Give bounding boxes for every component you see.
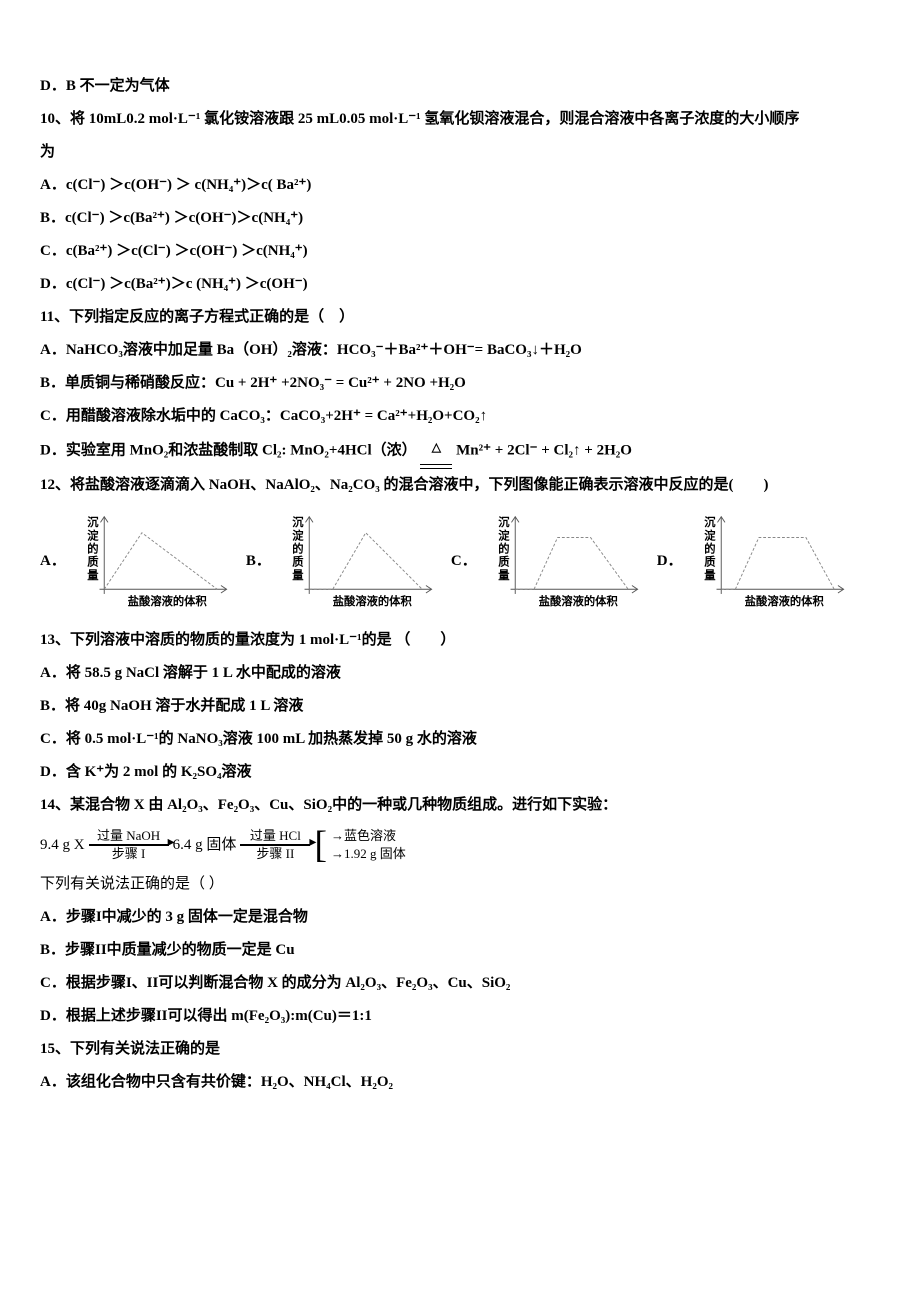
svg-text:质: 质: [704, 555, 715, 569]
q11-d-pre: D．实验室用 MnO₂和浓盐酸制取 Cl₂: MnO₂+4HCl（浓）: [40, 442, 417, 458]
svg-text:量: 量: [292, 569, 303, 582]
q10-option-b: B．c(Cl⁻) ＞c(Ba²⁺) ＞c(OH⁻)＞c(NH₄⁺): [40, 202, 880, 235]
svg-text:淀: 淀: [87, 528, 99, 542]
q14-option-c: C．根据步骤I、II可以判断混合物 X 的成分为 Al₂O₃、Fe₂O₃、Cu、…: [40, 967, 880, 1000]
heating-symbol: △: [420, 433, 452, 469]
q11-option-b: B．单质铜与稀硝酸反应：Cu + 2H⁺ +2NO₃⁻ = Cu²⁺ + 2NO…: [40, 367, 880, 400]
q10-option-a: A．c(Cl⁻) ＞c(OH⁻) ＞ c(NH₄⁺)＞c( Ba²⁺): [40, 169, 880, 202]
q12-label-d: D．: [657, 545, 683, 578]
q11-option-a: A．NaHCO₃溶液中加足量 Ba（OH）₂溶液：HCO₃⁻＋Ba²⁺＋OH⁻=…: [40, 334, 880, 367]
q12-chart-a: 沉 淀 的 质 量 盐酸溶液的体积: [76, 506, 236, 616]
q10-stem-1: 10、将 10mL0.2 mol·L⁻¹ 氯化铵溶液跟 25 mL0.05 mo…: [40, 103, 880, 136]
q12-stem: 12、将盐酸溶液逐滴滴入 NaOH、NaAlO₂、Na₂CO₃ 的混合溶液中，下…: [40, 469, 880, 502]
flow-outputs: →蓝色溶液 →1.92 g 固体: [331, 827, 406, 863]
svg-text:盐酸溶液的体积: 盐酸溶液的体积: [744, 594, 824, 608]
svg-text:盐酸溶液的体积: 盐酸溶液的体积: [538, 594, 618, 608]
q12-options-row: A． 沉 淀 的 质 量 盐酸溶液的体积 B． 沉 淀 的 质 量 盐酸溶液的体…: [40, 506, 880, 616]
q13-option-a: A．将 58.5 g NaCl 溶解于 1 L 水中配成的溶液: [40, 657, 880, 690]
q11-option-d: D．实验室用 MnO₂和浓盐酸制取 Cl₂: MnO₂+4HCl（浓） △ Mn…: [40, 433, 880, 469]
svg-text:量: 量: [87, 569, 98, 582]
q14-lead: 下列有关说法正确的是（ ）: [40, 868, 880, 901]
svg-text:沉: 沉: [704, 515, 716, 529]
svg-text:盐酸溶液的体积: 盐酸溶液的体积: [333, 594, 413, 608]
svg-text:的: 的: [498, 542, 509, 556]
q14-option-d: D．根据上述步骤II可以得出 m(Fe₂O₃):m(Cu)＝1:1: [40, 1000, 880, 1033]
svg-text:量: 量: [704, 569, 715, 582]
q10-option-d: D．c(Cl⁻) ＞c(Ba²⁺)＞c (NH₄⁺) ＞c(OH⁻): [40, 268, 880, 301]
q12-label-c: C．: [451, 545, 477, 578]
svg-text:的: 的: [704, 542, 715, 556]
q13-option-c: C．将 0.5 mol·L⁻¹的 NaNO₃溶液 100 mL 加热蒸发掉 50…: [40, 723, 880, 756]
q11-d-post: Mn²⁺ + 2Cl⁻ + Cl₂↑ + 2H₂O: [456, 442, 632, 458]
q11-option-c: C．用醋酸溶液除水垢中的 CaCO₃：CaCO₃+2H⁺ = Ca²⁺+H₂O+…: [40, 400, 880, 433]
svg-text:沉: 沉: [498, 515, 510, 529]
svg-text:淀: 淀: [292, 528, 304, 542]
q12-chart-b: 沉 淀 的 质 量 盐酸溶液的体积: [281, 506, 441, 616]
q14-option-b: B．步骤II中质量减少的物质一定是 Cu: [40, 934, 880, 967]
svg-text:量: 量: [498, 569, 509, 582]
flow-start: 9.4 g X: [40, 829, 85, 862]
svg-text:淀: 淀: [498, 528, 510, 542]
q13-option-d: D．含 K⁺为 2 mol 的 K₂SO₄溶液: [40, 756, 880, 789]
svg-text:沉: 沉: [292, 515, 304, 529]
svg-text:质: 质: [498, 555, 509, 569]
q10-option-c: C．c(Ba²⁺) ＞c(Cl⁻) ＞c(OH⁻) ＞c(NH₄⁺): [40, 235, 880, 268]
q15-stem: 15、下列有关说法正确的是: [40, 1033, 880, 1066]
q14-flow-diagram: 9.4 g X 过量 NaOH ▸ 步骤 I 6.4 g 固体 过量 HCl ▸…: [40, 826, 880, 864]
svg-text:质: 质: [87, 555, 98, 569]
flow-arrow-1: 过量 NaOH ▸ 步骤 I: [89, 828, 169, 861]
svg-text:质: 质: [292, 555, 303, 569]
svg-text:的: 的: [87, 542, 98, 556]
q13-stem: 13、下列溶液中溶质的物质的量浓度为 1 mol·L⁻¹的是 （ ）: [40, 624, 880, 657]
svg-text:沉: 沉: [87, 515, 99, 529]
q13-option-b: B．将 40g NaOH 溶于水并配成 1 L 溶液: [40, 690, 880, 723]
q12-chart-d: 沉 淀 的 质 量 盐酸溶液的体积: [693, 506, 853, 616]
svg-text:盐酸溶液的体积: 盐酸溶液的体积: [128, 594, 208, 608]
q15-option-a: A．该组化合物中只含有共价键：H₂O、NH₄Cl、H₂O₂: [40, 1066, 880, 1099]
q9-option-d: D．B 不一定为气体: [40, 70, 880, 103]
q14-stem: 14、某混合物 X 由 Al₂O₃、Fe₂O₃、Cu、SiO₂中的一种或几种物质…: [40, 789, 880, 822]
q12-chart-c: 沉 淀 的 质 量 盐酸溶液的体积: [487, 506, 647, 616]
q11-stem: 11、下列指定反应的离子方程式正确的是（ ）: [40, 301, 880, 334]
svg-text:的: 的: [292, 542, 303, 556]
flow-mid: 6.4 g 固体: [173, 829, 237, 862]
flow-arrow-2: 过量 HCl ▸ 步骤 II: [240, 828, 310, 861]
q10-stem-2: 为: [40, 136, 880, 169]
q12-label-a: A．: [40, 545, 66, 578]
svg-text:淀: 淀: [704, 528, 716, 542]
q12-label-b: B．: [246, 545, 271, 578]
q14-option-a: A．步骤I中减少的 3 g 固体一定是混合物: [40, 901, 880, 934]
